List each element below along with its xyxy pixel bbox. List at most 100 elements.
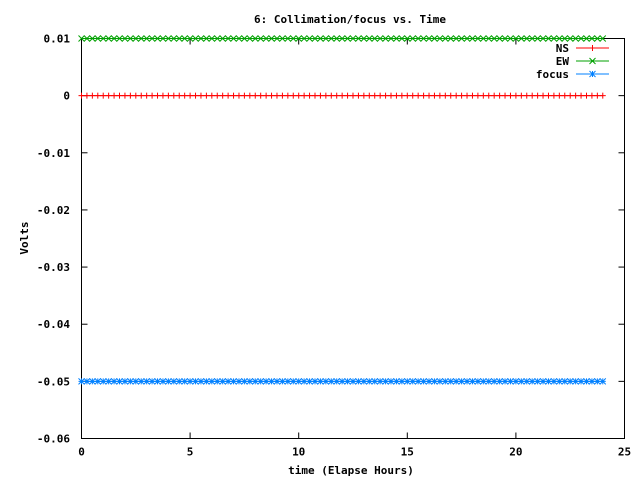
data-point-focus (393, 378, 400, 385)
data-point-ew (175, 35, 183, 42)
data-point-ew (246, 35, 254, 42)
data-point-ns (458, 92, 465, 99)
data-point-ns (464, 92, 471, 99)
data-point-ew (213, 35, 221, 42)
data-point-focus (376, 378, 384, 385)
data-point-ns (350, 92, 356, 99)
data-point-ns (371, 92, 378, 99)
data-point-ew (83, 35, 91, 42)
data-point-ns (149, 92, 156, 99)
data-point-ew (349, 35, 357, 42)
data-point-focus (268, 378, 275, 385)
data-point-ew (393, 35, 400, 42)
data-point-ew (192, 35, 199, 42)
data-point-ns (165, 92, 172, 99)
data-point-ns (388, 92, 395, 99)
data-point-ns (409, 92, 416, 99)
data-point-ew (132, 35, 140, 42)
data-point-focus (143, 378, 151, 385)
data-point-ew (121, 35, 129, 42)
data-point-ns (154, 92, 161, 99)
data-point-focus (599, 378, 607, 385)
data-point-focus (273, 378, 281, 385)
data-point-ns (311, 92, 318, 99)
data-point-focus (387, 378, 395, 385)
data-point-focus (306, 378, 313, 385)
data-point-ew (577, 35, 585, 42)
data-point-focus (105, 378, 113, 385)
data-point-ns (176, 92, 183, 99)
data-point-ew (365, 35, 373, 42)
data-point-focus (338, 378, 346, 385)
data-point-ew (317, 35, 324, 42)
data-point-ew (545, 35, 552, 42)
data-point-ew (398, 35, 406, 42)
data-point-ns (187, 92, 194, 99)
data-point-ew (517, 35, 525, 42)
data-point-ns (279, 92, 286, 99)
data-point-ns (561, 92, 568, 99)
data-point-ns (572, 92, 579, 99)
data-point-ns (290, 92, 297, 99)
data-point-focus (251, 378, 259, 385)
data-point-focus (452, 378, 460, 385)
data-point-focus (219, 378, 227, 385)
data-point-ns (273, 92, 280, 99)
data-point-ew (512, 35, 520, 42)
data-point-focus (458, 378, 465, 385)
data-point-focus (300, 378, 308, 385)
legend-marker (589, 70, 596, 78)
data-point-ns (192, 92, 199, 99)
data-point-ns (317, 92, 324, 99)
series-ew (78, 35, 607, 42)
data-point-ns (344, 92, 351, 99)
data-point-ew (344, 35, 351, 42)
data-point-ns (491, 92, 498, 99)
data-point-ew (588, 35, 596, 42)
data-point-focus (360, 378, 368, 385)
data-point-focus (94, 378, 102, 385)
data-point-ns (268, 92, 275, 99)
data-point-ew (322, 35, 330, 42)
data-point-ew (447, 35, 455, 42)
legend-item-ns: NS (556, 42, 609, 55)
data-point-ew (555, 35, 563, 42)
data-point-ew (148, 35, 156, 42)
data-point-focus (289, 378, 297, 385)
data-point-ew (458, 35, 465, 42)
data-point-ew (382, 35, 389, 42)
y-axis-label: Volts (18, 221, 31, 254)
data-point-ns (469, 92, 476, 99)
data-point-ew (257, 35, 265, 42)
data-point-focus (213, 378, 221, 385)
data-point-ns (127, 92, 134, 99)
data-point-ew (338, 35, 346, 42)
data-point-focus (208, 378, 216, 385)
data-point-ns (121, 92, 128, 99)
data-point-ew (262, 35, 270, 42)
data-point-ew (376, 35, 384, 42)
data-point-focus (583, 378, 590, 385)
data-point-ns (550, 92, 557, 99)
data-point-focus (545, 378, 552, 385)
data-point-ew (94, 35, 102, 42)
data-point-focus (165, 378, 172, 385)
data-point-focus (262, 378, 270, 385)
data-point-focus (235, 378, 243, 385)
data-point-ns (578, 92, 585, 99)
data-point-ew (127, 35, 134, 42)
data-point-ns (567, 92, 574, 99)
data-point-ns (235, 92, 242, 99)
data-point-ew (572, 35, 579, 42)
data-point-focus (490, 378, 498, 385)
data-point-ns (116, 92, 123, 99)
data-point-ns (393, 92, 400, 99)
data-point-ew (78, 35, 85, 42)
data-point-focus (192, 378, 199, 385)
data-point-ns (398, 92, 405, 99)
data-point-focus (110, 378, 118, 385)
data-point-ew (197, 35, 205, 42)
axis-ticks: 0 5 10 15 20 25 0.01 0 -0.01 -0.02 -0.03 -0.04 -0.05… (37, 33, 631, 459)
data-point-ns (203, 92, 210, 99)
data-point-focus (566, 378, 574, 385)
